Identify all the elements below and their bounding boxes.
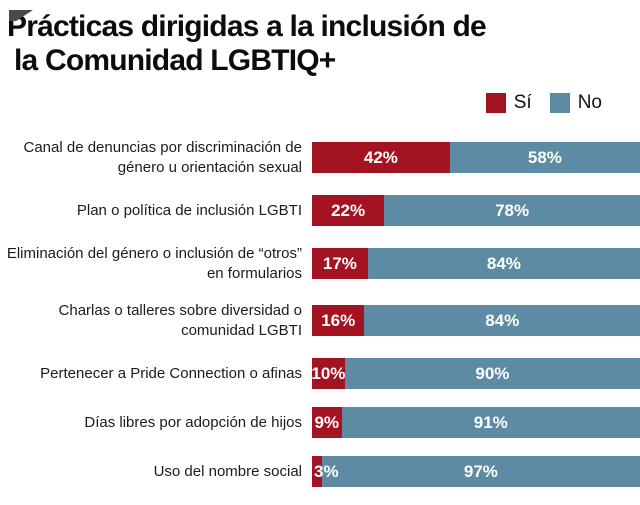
si-segment: 16% [312, 305, 365, 336]
si-segment: 22% [312, 195, 385, 226]
stacked-bar: 22% 78% [312, 195, 640, 226]
chart-row: Canal de denuncias por discriminación de… [0, 138, 640, 177]
legend-no-label: No [577, 92, 602, 113]
legend-si-swatch [485, 93, 506, 113]
category-label: Eliminación del género o inclusión de “o… [6, 245, 302, 282]
chart-title-line2: la Comunidad LGBTIQ+ [14, 43, 336, 77]
si-value-label: 16% [321, 310, 356, 330]
chart-row: Charlas o talleres sobre diversidad o co… [0, 301, 640, 340]
chart-title: Prácticas dirigidas a la inclusión de la… [7, 10, 632, 78]
si-value-label: 22% [331, 200, 366, 220]
no-value-label: 58% [527, 147, 562, 167]
stacked-bar: 42% 58% [312, 142, 640, 173]
category-label: Uso del nombre social [153, 462, 302, 480]
no-value-label: 91% [473, 412, 508, 432]
no-segment: 97% [321, 456, 640, 487]
category-label: Canal de denuncias por discriminación de… [23, 139, 303, 176]
si-segment: 3% [312, 456, 339, 487]
stacked-bar: 10% 90% [311, 358, 640, 389]
stacked-bar: 3% 97% [312, 456, 640, 487]
si-value-label: 17% [322, 253, 357, 273]
category-label: Charlas o talleres sobre diversidad o co… [58, 302, 302, 339]
si-value-label: 10% [311, 363, 346, 383]
chart-row: Días libres por adopción de hijos 9% 91% [0, 407, 640, 438]
no-segment: 58% [449, 142, 640, 173]
legend-si-label: Sí [513, 92, 532, 113]
bar-chart: Canal de denuncias por discriminación de… [0, 138, 640, 505]
category-label: Pertenecer a Pride Connection o afinas [40, 364, 302, 382]
corner-mark-icon [9, 10, 33, 21]
no-value-label: 90% [475, 363, 510, 383]
no-segment: 91% [341, 407, 640, 438]
si-value-label: 3% [314, 461, 339, 481]
stacked-bar: 9% 91% [312, 407, 640, 438]
chart-row: Uso del nombre social 3% 97% [0, 456, 640, 487]
si-value-label: 9% [314, 412, 340, 432]
no-value-label: 97% [463, 461, 498, 481]
si-segment: 42% [312, 142, 450, 173]
no-value-label: 78% [495, 200, 530, 220]
legend: Sí No [485, 92, 602, 114]
no-segment: 84% [367, 248, 640, 279]
si-segment: 9% [312, 407, 342, 438]
chart-row: Pertenecer a Pride Connection o afinas 10… [0, 358, 640, 389]
no-value-label: 84% [486, 253, 521, 273]
stacked-bar: 17% 84% [312, 248, 640, 279]
si-segment: 17% [312, 248, 368, 279]
chart-title-line1: Prácticas dirigidas a la inclusión de [7, 10, 487, 43]
no-segment: 78% [384, 195, 640, 226]
no-segment: 84% [364, 305, 640, 336]
no-segment: 90% [344, 358, 640, 389]
stacked-bar: 16% 84% [312, 305, 640, 336]
si-segment: 10% [311, 358, 346, 389]
chart-row: Plan o política de inclusión LGBTI 22% 78% [0, 195, 640, 226]
category-label: Plan o política de inclusión LGBTI [76, 201, 302, 219]
infographic-page: Prácticas dirigidas a la inclusión de la… [0, 10, 640, 494]
no-value-label: 84% [485, 310, 520, 330]
legend-no-swatch [549, 93, 570, 113]
category-label: Días libres por adopción de hijos [84, 413, 302, 431]
si-value-label: 42% [363, 147, 398, 167]
chart-row: Eliminación del género o inclusión de “o… [0, 244, 640, 283]
